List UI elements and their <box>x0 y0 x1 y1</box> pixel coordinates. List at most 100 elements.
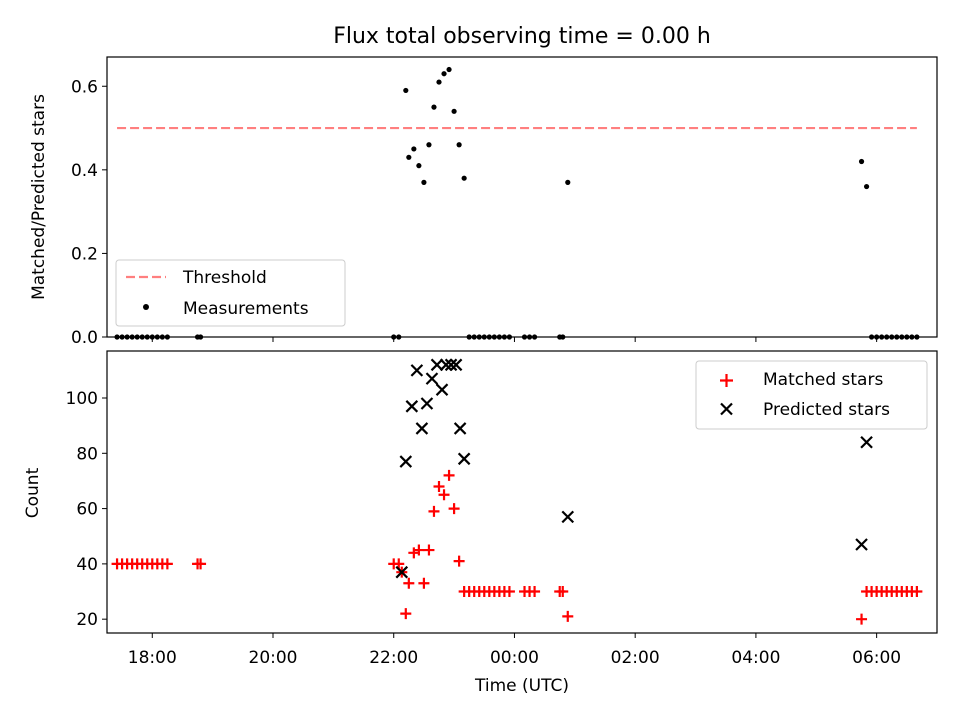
legend-threshold-label: Threshold <box>182 268 267 288</box>
measurement-point <box>565 179 571 185</box>
measurement-point <box>441 71 447 77</box>
measurement-point <box>899 334 905 340</box>
legend-matched-label: Matched stars <box>763 370 883 390</box>
predicted-star-marker <box>457 452 471 466</box>
measurement-point <box>858 158 865 165</box>
measurement-point <box>869 334 875 340</box>
predicted-star-marker <box>855 538 868 551</box>
measurement-point <box>426 142 432 148</box>
measurement-point <box>909 334 915 340</box>
measurement-point <box>129 334 135 340</box>
predicted-star-marker <box>425 372 439 385</box>
matched-star-marker <box>418 577 430 589</box>
xtick-label: 22:00 <box>369 648 418 668</box>
measurement-point <box>149 334 155 340</box>
predicted-star-marker <box>410 364 424 377</box>
matched-star-marker <box>433 480 445 492</box>
matched-star-marker <box>443 469 455 481</box>
xtick-label: 04:00 <box>731 648 780 668</box>
measurement-point <box>124 334 130 340</box>
measurement-point <box>486 334 492 340</box>
measurement-point <box>411 146 417 152</box>
measurement-point <box>154 334 160 340</box>
measurement-point <box>889 334 895 340</box>
predicted-star-marker <box>453 422 467 435</box>
measurement-point <box>496 334 502 340</box>
matched-star-marker <box>195 558 207 570</box>
measurement-point <box>471 334 477 340</box>
matched-star-marker <box>428 505 440 517</box>
xtick-label: 20:00 <box>249 648 298 668</box>
measurement-point <box>159 334 165 340</box>
top-ytick-label: 0.2 <box>71 244 98 264</box>
legend-measurements-label: Measurements <box>183 299 309 319</box>
predicted-star-marker <box>415 422 429 435</box>
predicted-star-marker <box>435 383 449 396</box>
matched-star-marker <box>161 558 173 570</box>
top-ytick-label: 0.0 <box>71 328 98 348</box>
measurement-point <box>134 334 140 340</box>
measurement-point <box>526 334 533 340</box>
bottom-ytick-label: 40 <box>76 555 98 575</box>
matched-star-marker <box>911 586 923 598</box>
measurement-point <box>391 334 397 340</box>
measurement-point <box>481 334 487 340</box>
measurement-point <box>406 154 412 160</box>
predicted-star-marker <box>395 565 409 579</box>
top-ylabel: Matched/Predicted stars <box>29 94 49 300</box>
measurement-point <box>144 334 150 340</box>
matched-star-marker <box>503 586 515 598</box>
predicted-star-marker <box>430 358 444 372</box>
bottom-xlabel: Time (UTC) <box>474 676 569 696</box>
measurement-point <box>501 334 507 340</box>
predicted-star-marker <box>860 435 873 449</box>
predicted-star-marker <box>399 455 413 468</box>
predicted-star-marker <box>420 397 434 410</box>
predicted-star-marker <box>405 400 419 413</box>
bottom-legend-frame <box>695 360 928 430</box>
bottom-legend: Matched stars Predicted stars <box>695 360 928 430</box>
bottom-axes: 20 40 60 80 100 18:00 20:00 22:00 00:00 02:00 04:0… <box>66 350 938 668</box>
matched-star-marker <box>400 608 412 620</box>
bottom-frame <box>106 350 938 634</box>
measurement-point <box>879 334 885 340</box>
measurement-point <box>466 334 472 340</box>
legend-measurements-swatch <box>143 304 149 310</box>
measurement-point <box>894 334 900 340</box>
predicted-star-marker <box>449 358 463 372</box>
measurement-point <box>531 334 538 340</box>
measurement-point <box>119 334 125 340</box>
measurement-point <box>476 334 482 340</box>
measurement-point <box>403 87 409 94</box>
measurement-point <box>396 334 402 340</box>
measurement-point <box>914 334 920 340</box>
measurement-point <box>114 334 120 340</box>
measurement-point <box>560 334 566 340</box>
top-legend-frame <box>115 259 346 327</box>
matched-star-marker <box>438 489 450 501</box>
measurement-point <box>197 334 204 340</box>
measurement-point <box>461 175 467 181</box>
predicted-star-marker <box>561 510 575 524</box>
matched-star-marker <box>562 610 574 622</box>
bottom-ylabel: Count <box>23 467 43 518</box>
bottom-ytick-label: 100 <box>66 389 98 409</box>
measurement-point <box>164 334 170 340</box>
matched-star-marker <box>413 544 425 556</box>
bottom-ytick-label: 80 <box>76 444 98 464</box>
xtick-label: 18:00 <box>128 648 177 668</box>
measurement-point <box>451 108 457 114</box>
top-legend: Threshold Measurements <box>115 259 346 327</box>
measurement-point <box>139 334 145 340</box>
xtick-label: 06:00 <box>852 648 901 668</box>
measurement-point <box>521 334 528 340</box>
legend-matched-swatch <box>720 374 733 387</box>
measurement-point <box>431 104 437 110</box>
matched-star-marker <box>403 577 415 589</box>
measurement-point <box>456 142 462 148</box>
matched-star-marker <box>453 555 465 567</box>
measurement-point <box>446 66 452 73</box>
measurement-point <box>863 183 870 190</box>
legend-predicted-swatch <box>720 402 733 416</box>
measurement-point <box>904 334 910 340</box>
